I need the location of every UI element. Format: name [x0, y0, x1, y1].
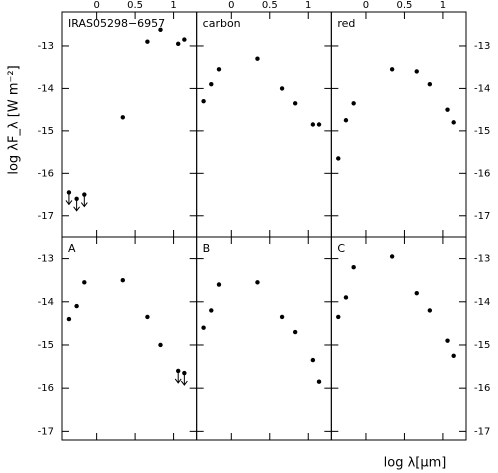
upper-limit-arrow	[174, 370, 182, 384]
data-point	[292, 101, 298, 106]
y-tick-label: -17	[38, 426, 54, 437]
panel-title: IRAS05298−6957	[68, 17, 165, 30]
panel-title: B	[203, 242, 211, 255]
panel-title: carbon	[203, 17, 241, 30]
panel-frame	[330, 236, 467, 441]
data-point	[292, 329, 298, 335]
y-tick-label: -14	[474, 297, 490, 308]
y-tick-label: -15	[474, 340, 490, 351]
data-point	[310, 357, 316, 363]
data-point	[201, 98, 206, 104]
y-tick-label: -16	[38, 383, 54, 394]
data-point	[255, 280, 260, 285]
y-tick-label: -14	[38, 297, 54, 308]
x-tick-label: 0.5	[262, 0, 278, 11]
upper-limit-arrow	[73, 198, 81, 212]
data-point	[451, 353, 456, 358]
data-point	[201, 325, 206, 330]
data-point	[182, 37, 187, 42]
y-tick-label: -17	[474, 426, 490, 437]
y-tick-label: -17	[38, 211, 54, 222]
data-point	[216, 282, 222, 287]
y-tick-label: -15	[38, 126, 54, 137]
data-point	[316, 379, 322, 384]
upper-limit-arrow	[180, 373, 188, 386]
panel-frame	[330, 11, 467, 238]
y-tick-label: -14	[474, 83, 490, 94]
data-point	[182, 370, 187, 376]
data-point	[427, 81, 433, 87]
data-point	[451, 120, 456, 125]
data-point	[445, 338, 450, 343]
x-tick-label: 0.5	[127, 0, 143, 11]
data-point	[389, 67, 395, 72]
y-tick-label: -17	[474, 211, 490, 222]
data-point	[389, 254, 395, 259]
panel-title: red	[337, 17, 355, 30]
data-point	[74, 303, 79, 309]
data-point	[336, 314, 341, 320]
upper-limit-arrow	[80, 194, 88, 208]
data-point	[216, 67, 222, 72]
data-point	[414, 290, 419, 296]
data-point	[445, 107, 450, 112]
data-point	[255, 56, 260, 61]
x-tick-label: 0	[228, 0, 234, 11]
x-tick-label: 0	[363, 0, 369, 11]
y-tick-label: -14	[38, 83, 54, 94]
data-point	[351, 101, 356, 106]
data-point	[414, 69, 419, 74]
data-point	[343, 295, 349, 300]
y-tick-label: -13	[474, 254, 490, 265]
data-point	[310, 122, 316, 127]
y-tick-label: -13	[38, 41, 54, 52]
data-point	[279, 86, 285, 91]
data-point	[175, 41, 181, 47]
y-tick-label: -16	[474, 168, 490, 179]
x-tick-label: 0.5	[396, 0, 412, 11]
y-axis-label: log λF_λ [W m⁻²]	[7, 65, 22, 174]
y-tick-label: -15	[474, 126, 490, 137]
y-tick-label: -16	[38, 168, 54, 179]
data-point	[336, 156, 341, 161]
y-tick-label: -15	[38, 340, 54, 351]
data-point	[145, 314, 150, 320]
panel-title: A	[68, 242, 76, 255]
data-point	[209, 308, 214, 313]
y-tick-label: -16	[474, 383, 490, 394]
data-point	[351, 265, 356, 270]
y-tick-label: -13	[474, 41, 490, 52]
data-point	[158, 342, 163, 348]
data-point	[316, 122, 322, 127]
data-point	[279, 314, 285, 320]
data-point	[209, 81, 214, 87]
data-point	[82, 280, 87, 285]
data-point	[120, 277, 125, 283]
x-tick-label: 0	[93, 0, 99, 11]
x-tick-label: 1	[170, 0, 176, 11]
data-point	[66, 316, 72, 322]
upper-limit-arrow	[65, 192, 73, 206]
panel-frame	[61, 236, 198, 441]
data-point	[120, 115, 125, 120]
data-point	[145, 39, 150, 44]
panel-frame	[196, 236, 332, 441]
y-tick-label: -13	[38, 254, 54, 265]
data-point	[427, 308, 433, 313]
x-axis-label: log λ[μm]	[384, 456, 447, 471]
x-tick-label: 1	[305, 0, 311, 11]
data-point	[343, 118, 349, 123]
x-tick-label: 1	[440, 0, 446, 11]
panel-title: C	[337, 242, 345, 255]
data-point	[158, 27, 163, 33]
